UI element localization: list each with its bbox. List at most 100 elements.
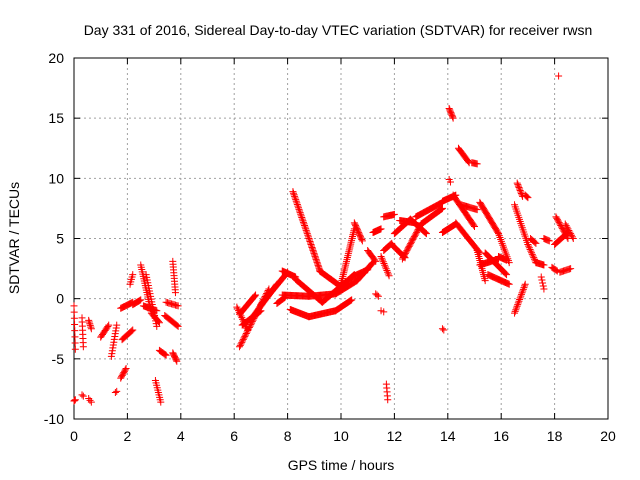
- data-point: [377, 225, 385, 233]
- data-point: [473, 160, 481, 168]
- data-point: [358, 236, 366, 244]
- data-point: [243, 328, 251, 336]
- data-point: [502, 270, 510, 278]
- data-point: [539, 279, 547, 287]
- data-point: [372, 257, 380, 265]
- data-point: [521, 282, 529, 290]
- data-point: [519, 287, 527, 295]
- data-point: [105, 321, 113, 329]
- data-point: [302, 226, 310, 234]
- data-point: [242, 331, 250, 339]
- data-point: [304, 233, 312, 241]
- y-tick-label: -5: [52, 351, 65, 367]
- data-point: [310, 248, 318, 256]
- data-point: [312, 255, 320, 263]
- y-tick-label: 5: [56, 231, 64, 247]
- data-point: [309, 245, 317, 253]
- data-point: [390, 210, 398, 218]
- data-point: [552, 213, 560, 221]
- data-point: [513, 302, 521, 310]
- data-point: [377, 253, 385, 261]
- data-point: [522, 192, 530, 200]
- data-point: [422, 229, 430, 237]
- data-point: [561, 229, 569, 237]
- data-point: [308, 243, 316, 251]
- data-point: [371, 256, 379, 264]
- data-point: [471, 222, 478, 230]
- x-tick-label: 18: [547, 428, 563, 444]
- data-point: [437, 205, 445, 213]
- data-point: [532, 239, 540, 247]
- data-point: [70, 397, 78, 405]
- data-point: [71, 396, 79, 404]
- data-point: [513, 179, 521, 187]
- data-point: [358, 237, 366, 245]
- data-point: [71, 396, 79, 404]
- data-point: [555, 72, 563, 80]
- y-tick-label: 20: [48, 50, 64, 66]
- data-point: [311, 251, 319, 259]
- data-point: [85, 318, 93, 326]
- data-point: [244, 327, 252, 335]
- data-point: [530, 254, 538, 262]
- data-point: [298, 213, 306, 221]
- data-point: [113, 387, 121, 395]
- y-tick-label: 10: [48, 170, 64, 186]
- data-point: [306, 239, 314, 247]
- data-point: [545, 237, 553, 245]
- data-point: [294, 202, 302, 210]
- data-point: [438, 325, 446, 333]
- data-point: [514, 299, 522, 307]
- data-point: [122, 364, 130, 372]
- data-point: [538, 276, 546, 284]
- data-point: [173, 322, 181, 330]
- data-point: [129, 326, 137, 334]
- data-point: [529, 252, 537, 260]
- data-point: [233, 303, 241, 311]
- data-point: [514, 181, 522, 189]
- data-point: [174, 302, 182, 310]
- data-point: [296, 209, 304, 217]
- data-point: [304, 231, 312, 239]
- data-point: [299, 217, 307, 225]
- x-tick-label: 4: [177, 428, 185, 444]
- y-tick-label: -10: [44, 411, 64, 427]
- data-point: [379, 258, 387, 266]
- data-point: [449, 113, 457, 121]
- data-point: [555, 219, 563, 227]
- data-point: [312, 254, 320, 262]
- data-point: [383, 267, 391, 275]
- data-point: [297, 212, 305, 220]
- data-point: [313, 258, 321, 266]
- data-point: [296, 207, 304, 215]
- data-point: [422, 230, 430, 238]
- data-point: [554, 217, 562, 225]
- data-point: [381, 263, 389, 271]
- data-point: [104, 322, 112, 330]
- data-point: [290, 191, 298, 199]
- data-point: [251, 292, 259, 300]
- data-point: [314, 261, 322, 269]
- data-point: [562, 222, 570, 230]
- data-point: [530, 255, 538, 263]
- x-tick-label: 14: [440, 428, 456, 444]
- data-point: [79, 392, 87, 400]
- data-point: [86, 320, 94, 328]
- x-tick-labels: 0 2 4 6 8 10 12 14 16 18 20: [70, 428, 616, 444]
- data-point: [297, 210, 305, 218]
- data-point: [516, 187, 524, 194]
- data-point: [311, 252, 319, 260]
- data-point: [71, 327, 79, 335]
- data-point: [315, 263, 323, 271]
- data-point: [129, 271, 137, 279]
- data-point: [511, 309, 519, 317]
- data-point: [305, 235, 313, 242]
- y-tick-labels: -10 -5 0 5 10 15 20: [44, 50, 64, 427]
- data-point: [313, 257, 321, 265]
- data-point: [516, 296, 524, 304]
- data-point: [78, 391, 86, 399]
- data-point: [308, 242, 316, 250]
- data-point: [309, 246, 317, 254]
- data-point: [293, 199, 301, 207]
- data-point: [380, 260, 388, 268]
